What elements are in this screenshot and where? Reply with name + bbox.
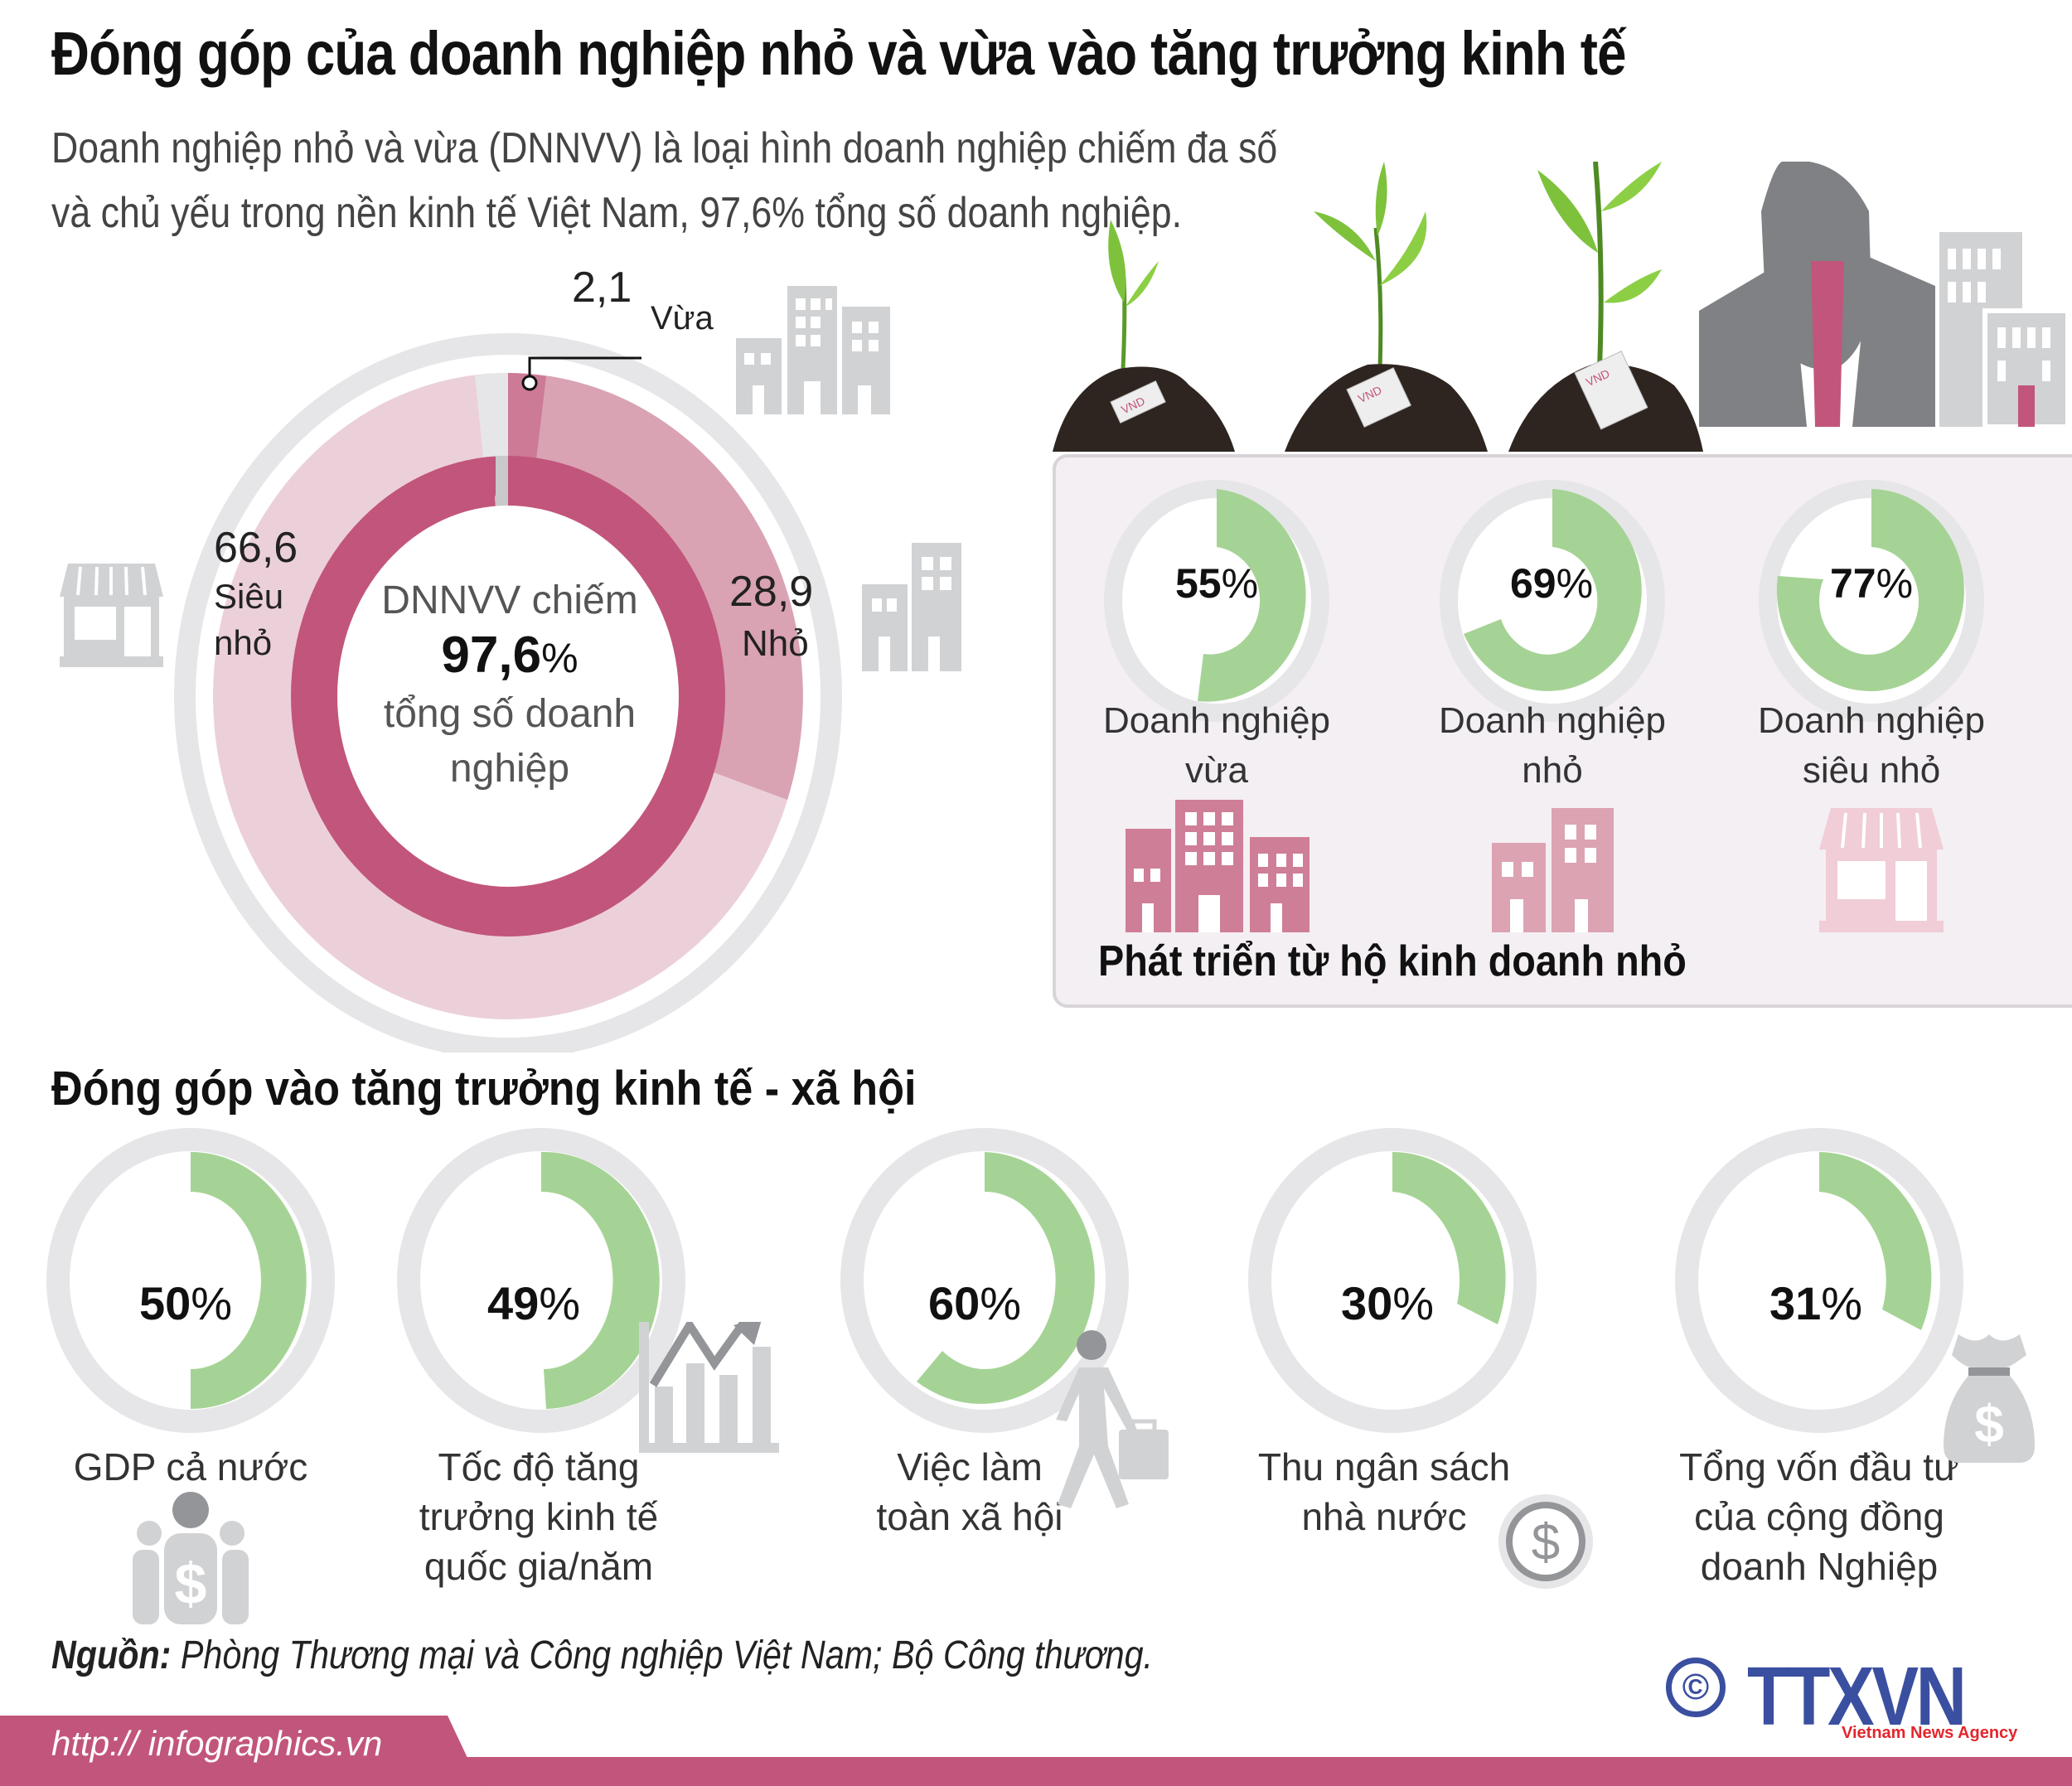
ring-ngan-sach-pct: 30% xyxy=(1341,1277,1435,1329)
shop-icon xyxy=(60,564,163,667)
svg-text:$: $ xyxy=(1974,1394,2004,1454)
ring-sieu-nho-label: Doanh nghiệp siêu nhỏ xyxy=(1757,700,1985,791)
small-enterprise-building-icon xyxy=(1492,808,1614,932)
vua-value: 2,1 xyxy=(572,264,632,312)
growth-panel-title: Phát triển từ hộ kinh doanh nhỏ xyxy=(1098,937,1687,985)
micro-enterprise-shop-icon xyxy=(1819,808,1944,932)
donut-center-line-3: tổng số doanh xyxy=(383,692,637,736)
copyright-icon: © xyxy=(1666,1658,1726,1717)
money-bag-icon: $ xyxy=(1944,1334,2035,1463)
footer-url-link[interactable]: http:// infographics.vn xyxy=(51,1724,383,1763)
donut-center-value: 97,6 xyxy=(441,627,542,684)
ring-ngan-sach xyxy=(1248,1128,1537,1433)
ring-viec-lam-pct: 60% xyxy=(928,1277,1022,1329)
small-building-icon xyxy=(862,543,961,671)
ring-viec-lam-label: Việc làm toàn xã hội xyxy=(876,1445,1063,1538)
ring-doanh-nghiep-sieu-nho xyxy=(1759,480,1984,722)
businessman-icon xyxy=(1699,162,1935,427)
ttxvn-logo-subtitle: Vietnam News Agency xyxy=(1842,1724,2018,1742)
ring-gdp-pct: 50% xyxy=(139,1277,233,1329)
office-tower-icon xyxy=(1939,232,2070,429)
ring-viec-lam xyxy=(840,1128,1129,1433)
donut-center-line-1: DNNVV chiếm xyxy=(381,578,638,622)
seedling-medium-icon: VND xyxy=(1285,162,1488,452)
ring-von-dau-tu-label: Tổng vốn đầu tư của cộng đồng doanh Nghi… xyxy=(1679,1445,1959,1588)
medium-enterprise-building-icon xyxy=(1126,800,1310,932)
growth-chart-icon xyxy=(639,1322,779,1453)
ring-von-dau-tu-pct: 31% xyxy=(1769,1277,1863,1329)
walking-businessman-icon xyxy=(1056,1330,1169,1508)
svg-text:$: $ xyxy=(1532,1514,1560,1571)
sieu-nho-label: Siêu nhỏ xyxy=(214,577,284,662)
ring-gdp-label: GDP cả nước xyxy=(73,1445,308,1488)
office-buildings-icon xyxy=(736,286,890,414)
ring-tang-truong xyxy=(397,1128,685,1433)
ring-ngan-sach-label: Thu ngân sách nhà nước xyxy=(1257,1445,1511,1538)
nho-label: Nhỏ xyxy=(742,623,809,664)
sieu-nho-value: 66,6 xyxy=(214,524,298,572)
ring-vua-pct: 55% xyxy=(1175,560,1259,607)
growth-illustration: VND VND VND xyxy=(1053,162,2070,452)
seedling-large-icon: VND xyxy=(1508,162,1703,452)
subtitle-line-1: Doanh nghiệp nhỏ và vừa (DNNVV) là loại … xyxy=(51,124,1278,172)
page-subtitle: Doanh nghiệp nhỏ và vừa (DNNVV) là loại … xyxy=(51,116,1277,245)
ring-doanh-nghiep-nho xyxy=(1440,480,1665,722)
ring-nho-pct: 69% xyxy=(1510,560,1594,607)
ring-von-dau-tu xyxy=(1675,1128,1963,1433)
enterprise-share-donut xyxy=(174,333,842,1053)
ring-gdp xyxy=(46,1128,335,1433)
svg-text:$: $ xyxy=(175,1551,207,1616)
subtitle-line-2: và chủ yếu trong nền kinh tế Việt Nam, 9… xyxy=(51,189,1183,237)
ring-sieu-nho-pct: 77% xyxy=(1830,560,1914,607)
donut-center-label: DNNVV chiếm 97,6% tổng số doanh nghiệp xyxy=(340,574,680,796)
page-title: Đóng góp của doanh nghiệp nhỏ và vừa vào… xyxy=(51,19,1626,88)
ring-nho-label: Doanh nghiệp nhỏ xyxy=(1438,700,1666,791)
donut-center-line-4: nghiệp xyxy=(449,747,570,791)
vua-label: Vừa xyxy=(651,300,714,336)
ttxvn-logo[interactable]: TTXVN xyxy=(1747,1650,1967,1743)
nho-value: 28,9 xyxy=(729,568,814,616)
ring-vua-label: Doanh nghiệp vừa xyxy=(1102,700,1330,791)
ring-tang-truong-label: Tốc độ tăng trưởng kinh tế quốc gia/năm xyxy=(419,1445,659,1588)
ring-doanh-nghiep-vua xyxy=(1104,480,1329,722)
people-dollar-icon: $ xyxy=(133,1492,249,1624)
source-note: Nguồn: Phòng Thương mại và Công nghiệp V… xyxy=(51,1634,1154,1677)
seedling-small-icon: VND xyxy=(1053,220,1235,452)
dollar-coin-icon: $ xyxy=(1498,1494,1593,1589)
ring-tang-truong-pct: 49% xyxy=(487,1277,581,1329)
contribution-section-title: Đóng góp vào tăng trưởng kinh tế - xã hộ… xyxy=(51,1062,917,1116)
footer-tab xyxy=(0,1716,481,1786)
donut-center-pct: % xyxy=(541,635,579,681)
